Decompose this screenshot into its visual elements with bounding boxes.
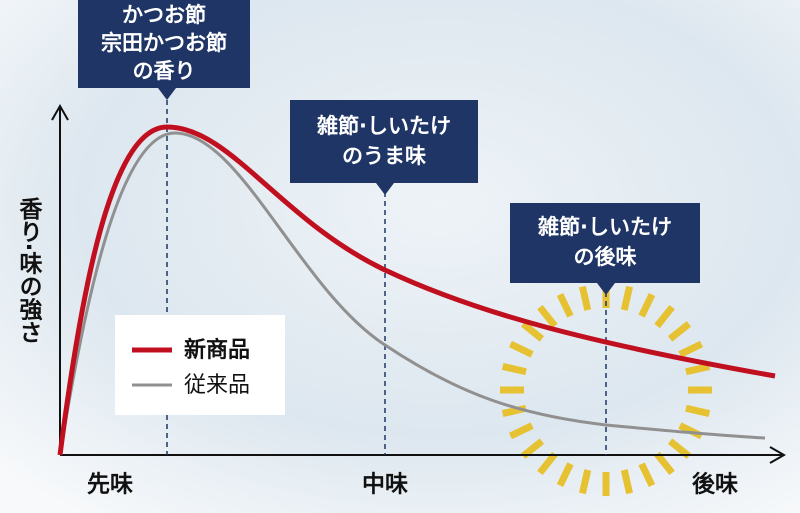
burst-ray bbox=[654, 304, 675, 329]
burst-ray bbox=[638, 462, 656, 488]
y-arrow bbox=[51, 103, 69, 121]
callout-text: 雑節·しいたけ bbox=[537, 215, 672, 239]
burst-ray bbox=[501, 363, 527, 376]
callout-text: の後味 bbox=[574, 245, 637, 269]
burst-ray bbox=[685, 404, 711, 417]
callout-text: の香り bbox=[133, 59, 196, 83]
burst-ray bbox=[638, 292, 656, 318]
callout-text: かつお節 bbox=[122, 3, 206, 27]
callout-pointer bbox=[597, 283, 615, 295]
callout-box bbox=[510, 203, 700, 283]
old-product-curve bbox=[58, 131, 766, 456]
burst-ray bbox=[685, 363, 711, 376]
burst-ray bbox=[508, 340, 534, 358]
burst-ray bbox=[537, 304, 558, 329]
burst-ray bbox=[508, 422, 534, 440]
y-axis-label: 香り·味の強さ bbox=[15, 197, 43, 344]
callout-box bbox=[78, 0, 250, 88]
burst-ray bbox=[520, 321, 545, 342]
callout-box bbox=[290, 100, 478, 183]
burst-ray bbox=[620, 285, 633, 311]
burst-ray bbox=[654, 451, 675, 476]
callout-pointer bbox=[158, 88, 176, 100]
burst-ray bbox=[667, 321, 692, 342]
x-label: 後味 bbox=[692, 471, 738, 498]
burst-ray bbox=[537, 451, 558, 476]
burst-ray bbox=[678, 340, 704, 358]
new-product-curve bbox=[57, 124, 776, 456]
burst-ray bbox=[667, 438, 692, 459]
legend-label: 新商品 bbox=[184, 337, 250, 363]
legend-label: 従来品 bbox=[184, 373, 250, 398]
legend bbox=[115, 315, 285, 415]
x-label: 中味 bbox=[362, 472, 408, 498]
callout-text: 雑節·しいたけ bbox=[316, 114, 451, 138]
x-label: 先味 bbox=[87, 472, 133, 498]
burst-ray bbox=[620, 469, 633, 495]
x-arrow bbox=[769, 446, 787, 464]
burst-ray bbox=[579, 285, 592, 311]
burst-ray bbox=[556, 462, 574, 488]
burst-ray bbox=[556, 292, 574, 318]
callout-pointer bbox=[376, 183, 394, 195]
burst-ray bbox=[579, 469, 592, 495]
burst-ray bbox=[520, 438, 545, 459]
callout-text: 宗田かつお節 bbox=[101, 31, 227, 55]
callout-text: のうま味 bbox=[342, 144, 426, 168]
